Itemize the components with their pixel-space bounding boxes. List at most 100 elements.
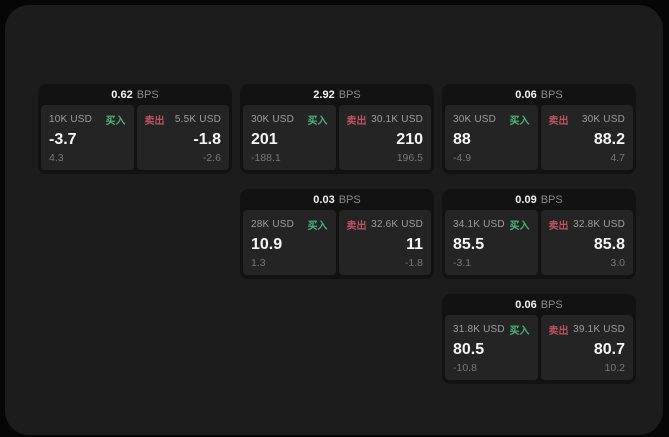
card-header: 0.09 BPS — [445, 189, 633, 210]
buy-side-label: 买入 — [509, 116, 530, 127]
buy-panel-top: 30K USD 买入 — [453, 112, 530, 127]
bps-value: 0.06 — [515, 88, 537, 101]
buy-amount: 34.1K USD — [453, 219, 505, 230]
sell-amount: 30K USD — [581, 114, 625, 125]
quote-card: 0.06 BPS 31.8K USD 买入 80.5 -10.8 卖出 39.1… — [442, 294, 636, 384]
sell-amount: 39.1K USD — [573, 324, 625, 335]
quote-panels: 10K USD 买入 -3.7 4.3 卖出 5.5K USD -1.8 -2.… — [41, 105, 229, 170]
bps-unit: BPS — [540, 193, 563, 206]
buy-panel-top: 30K USD 买入 — [251, 112, 328, 127]
sell-panel-top: 卖出 30K USD — [549, 112, 626, 127]
bps-value: 0.06 — [515, 298, 537, 311]
sell-side-label: 卖出 — [144, 116, 165, 127]
sell-sub-value: 4.7 — [610, 152, 625, 164]
card-header: 2.92 BPS — [243, 84, 431, 105]
sell-panel[interactable]: 卖出 32.8K USD 85.8 3.0 — [540, 210, 633, 275]
sell-price: 80.7 — [593, 340, 625, 358]
buy-panel-top: 31.8K USD 买入 — [453, 322, 530, 337]
buy-panel-top: 10K USD 买入 — [49, 112, 126, 127]
buy-amount: 30K USD — [251, 114, 295, 125]
sell-amount: 5.5K USD — [174, 114, 221, 125]
buy-side-label: 买入 — [307, 221, 328, 232]
buy-panel[interactable]: 30K USD 买入 201 -188.1 — [243, 105, 336, 170]
app-panel: 0.62 BPS 10K USD 买入 -3.7 4.3 卖出 5.5K USD — [5, 5, 663, 435]
bps-unit: BPS — [540, 88, 563, 101]
quote-panels: 30K USD 买入 88 -4.9 卖出 30K USD 88.2 4.7 — [445, 105, 633, 170]
buy-sub-value: -10.8 — [453, 362, 477, 374]
sell-side-label: 卖出 — [548, 221, 569, 232]
sell-price: 11 — [406, 235, 423, 253]
sell-amount: 30.1K USD — [371, 114, 423, 125]
sell-sub-value: 196.5 — [396, 152, 423, 164]
sell-panel[interactable]: 卖出 30K USD 88.2 4.7 — [540, 105, 633, 170]
sell-panel-top: 卖出 32.6K USD — [347, 217, 424, 232]
bps-value: 0.09 — [515, 193, 537, 206]
buy-panel[interactable]: 34.1K USD 买入 85.5 -3.1 — [445, 210, 538, 275]
sell-panel[interactable]: 卖出 30.1K USD 210 196.5 — [338, 105, 431, 170]
sell-sub-value: 10.2 — [604, 362, 625, 374]
buy-side-label: 买入 — [509, 326, 530, 337]
buy-price: 201 — [251, 130, 278, 148]
quote-card: 2.92 BPS 30K USD 买入 201 -188.1 卖出 30.1K … — [240, 84, 434, 174]
sell-panel[interactable]: 卖出 5.5K USD -1.8 -2.6 — [136, 105, 229, 170]
sell-panel-top: 卖出 30.1K USD — [347, 112, 424, 127]
buy-panel-top: 28K USD 买入 — [251, 217, 328, 232]
sell-sub-value: 3.0 — [610, 257, 625, 269]
buy-side-label: 买入 — [307, 116, 328, 127]
buy-price: 85.5 — [453, 235, 485, 253]
buy-panel-top: 34.1K USD 买入 — [453, 217, 530, 232]
buy-price: -3.7 — [49, 130, 77, 148]
buy-panel[interactable]: 10K USD 买入 -3.7 4.3 — [41, 105, 134, 170]
sell-price: 85.8 — [593, 235, 625, 253]
buy-amount: 10K USD — [49, 114, 93, 125]
buy-sub-value: -4.9 — [453, 152, 472, 164]
card-header: 0.06 BPS — [445, 84, 633, 105]
sell-side-label: 卖出 — [346, 116, 367, 127]
sell-amount: 32.8K USD — [573, 219, 625, 230]
bps-unit: BPS — [338, 193, 361, 206]
quote-card: 0.03 BPS 28K USD 买入 10.9 1.3 卖出 32.6K US… — [240, 189, 434, 279]
buy-sub-value: -3.1 — [453, 257, 472, 269]
sell-panel[interactable]: 卖出 32.6K USD 11 -1.8 — [338, 210, 431, 275]
sell-price: 88.2 — [593, 130, 625, 148]
sell-amount: 32.6K USD — [371, 219, 423, 230]
sell-price: -1.8 — [193, 130, 221, 148]
buy-price: 10.9 — [251, 235, 283, 253]
buy-side-label: 买入 — [509, 221, 530, 232]
buy-sub-value: -188.1 — [251, 152, 281, 164]
bps-value: 2.92 — [313, 88, 335, 101]
bps-unit: BPS — [136, 88, 159, 101]
buy-price: 88 — [453, 130, 471, 148]
quote-panels: 31.8K USD 买入 80.5 -10.8 卖出 39.1K USD 80.… — [445, 315, 633, 380]
buy-panel[interactable]: 28K USD 买入 10.9 1.3 — [243, 210, 336, 275]
bps-unit: BPS — [338, 88, 361, 101]
sell-panel[interactable]: 卖出 39.1K USD 80.7 10.2 — [540, 315, 633, 380]
buy-amount: 31.8K USD — [453, 324, 505, 335]
sell-side-label: 卖出 — [548, 326, 569, 337]
bps-unit: BPS — [540, 298, 563, 311]
card-header: 0.06 BPS — [445, 294, 633, 315]
sell-price: 210 — [396, 130, 423, 148]
quote-panels: 34.1K USD 买入 85.5 -3.1 卖出 32.8K USD 85.8… — [445, 210, 633, 275]
quote-panels: 30K USD 买入 201 -188.1 卖出 30.1K USD 210 1… — [243, 105, 431, 170]
card-header: 0.03 BPS — [243, 189, 431, 210]
sell-panel-top: 卖出 5.5K USD — [145, 112, 222, 127]
bps-value: 0.03 — [313, 193, 335, 206]
sell-side-label: 卖出 — [346, 221, 367, 232]
buy-panel[interactable]: 30K USD 买入 88 -4.9 — [445, 105, 538, 170]
card-header: 0.62 BPS — [41, 84, 229, 105]
buy-sub-value: 4.3 — [49, 152, 64, 164]
buy-side-label: 买入 — [105, 116, 126, 127]
quote-panels: 28K USD 买入 10.9 1.3 卖出 32.6K USD 11 -1.8 — [243, 210, 431, 275]
buy-amount: 30K USD — [453, 114, 497, 125]
quote-card: 0.06 BPS 30K USD 买入 88 -4.9 卖出 30K USD — [442, 84, 636, 174]
sell-panel-top: 卖出 32.8K USD — [549, 217, 626, 232]
bps-value: 0.62 — [111, 88, 133, 101]
buy-price: 80.5 — [453, 340, 485, 358]
quote-card: 0.09 BPS 34.1K USD 买入 85.5 -3.1 卖出 32.8K… — [442, 189, 636, 279]
quote-card: 0.62 BPS 10K USD 买入 -3.7 4.3 卖出 5.5K USD — [38, 84, 232, 174]
quote-card-grid: 0.62 BPS 10K USD 买入 -3.7 4.3 卖出 5.5K USD — [38, 84, 636, 384]
sell-panel-top: 卖出 39.1K USD — [549, 322, 626, 337]
buy-panel[interactable]: 31.8K USD 买入 80.5 -10.8 — [445, 315, 538, 380]
buy-amount: 28K USD — [251, 219, 295, 230]
